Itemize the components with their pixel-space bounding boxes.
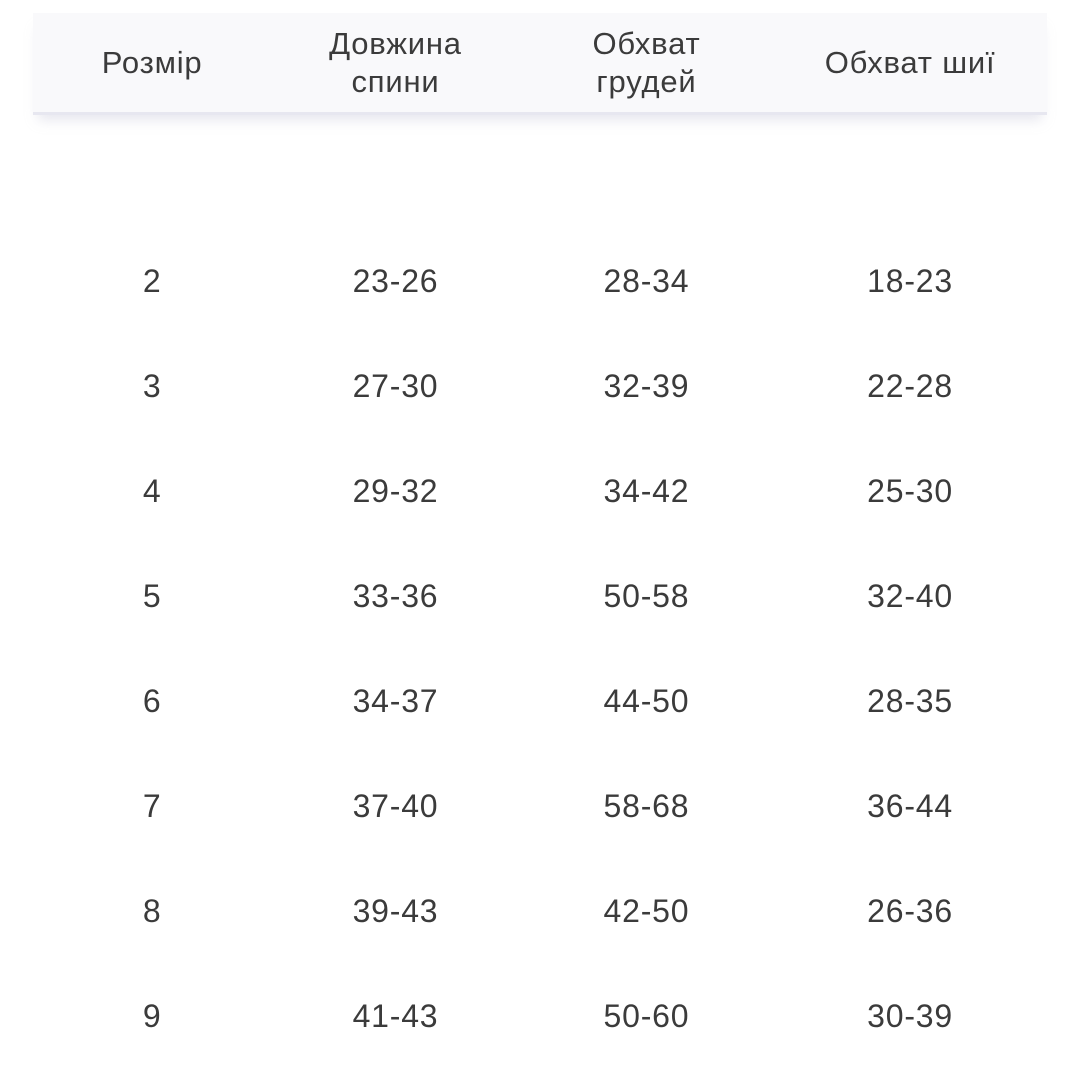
size-cell: 7 xyxy=(142,788,162,824)
size-cell: 6 xyxy=(142,683,162,719)
chest-girth-cell: 42-50 xyxy=(603,893,690,929)
table-header-row: Розмір Довжина спини Обхват грудей Обхва… xyxy=(33,13,1047,115)
neck-girth-cell: 32-40 xyxy=(867,578,953,614)
size-cell: 3 xyxy=(142,368,162,404)
chest-girth-cell: 58-68 xyxy=(603,788,690,824)
table-row: 7 37-40 58-68 36-44 xyxy=(33,754,1047,859)
size-cell: 8 xyxy=(142,893,162,929)
column-header-chest-girth-label: Обхват грудей xyxy=(592,25,701,99)
table-row: 3 27-30 32-39 22-28 xyxy=(33,334,1047,439)
column-header-chest-girth: Обхват грудей xyxy=(520,13,774,112)
table-row: 2 23-26 28-34 18-23 xyxy=(33,229,1047,334)
column-header-size-label: Розмір xyxy=(101,44,203,80)
header-gap xyxy=(33,115,1047,229)
table-row: 6 34-37 44-50 28-35 xyxy=(33,649,1047,754)
chest-girth-cell: 32-39 xyxy=(603,368,690,404)
neck-girth-cell: 26-36 xyxy=(867,893,953,929)
back-length-cell: 39-43 xyxy=(352,893,439,929)
back-length-cell: 27-30 xyxy=(352,368,439,404)
size-chart-table: Розмір Довжина спини Обхват грудей Обхва… xyxy=(33,13,1047,1069)
neck-girth-cell: 28-35 xyxy=(867,683,953,719)
back-length-cell: 23-26 xyxy=(352,263,439,299)
neck-girth-cell: 30-39 xyxy=(867,998,953,1034)
column-header-neck-girth: Обхват шиї xyxy=(773,13,1047,112)
size-cell: 5 xyxy=(142,578,162,614)
column-header-size: Розмір xyxy=(33,13,271,112)
chest-girth-cell: 44-50 xyxy=(603,683,690,719)
column-header-back-length: Довжина спини xyxy=(271,13,519,112)
table-row: 8 39-43 42-50 26-36 xyxy=(33,859,1047,964)
size-cell: 4 xyxy=(142,473,162,509)
column-header-neck-girth-label: Обхват шиї xyxy=(824,44,996,80)
back-length-cell: 37-40 xyxy=(352,788,439,824)
neck-girth-cell: 18-23 xyxy=(867,263,953,299)
back-length-cell: 29-32 xyxy=(352,473,439,509)
column-header-back-length-label: Довжина спини xyxy=(329,25,462,99)
chest-girth-cell: 34-42 xyxy=(603,473,690,509)
chest-girth-cell: 50-58 xyxy=(603,578,690,614)
table-row: 5 33-36 50-58 32-40 xyxy=(33,544,1047,649)
neck-girth-cell: 22-28 xyxy=(867,368,953,404)
table-row: 9 41-43 50-60 30-39 xyxy=(33,964,1047,1069)
back-length-cell: 33-36 xyxy=(352,578,439,614)
chest-girth-cell: 28-34 xyxy=(603,263,690,299)
size-cell: 2 xyxy=(142,263,162,299)
neck-girth-cell: 36-44 xyxy=(867,788,953,824)
table-row: 4 29-32 34-42 25-30 xyxy=(33,439,1047,544)
size-cell: 9 xyxy=(142,998,162,1034)
back-length-cell: 34-37 xyxy=(352,683,439,719)
chest-girth-cell: 50-60 xyxy=(603,998,690,1034)
back-length-cell: 41-43 xyxy=(352,998,439,1034)
neck-girth-cell: 25-30 xyxy=(867,473,953,509)
